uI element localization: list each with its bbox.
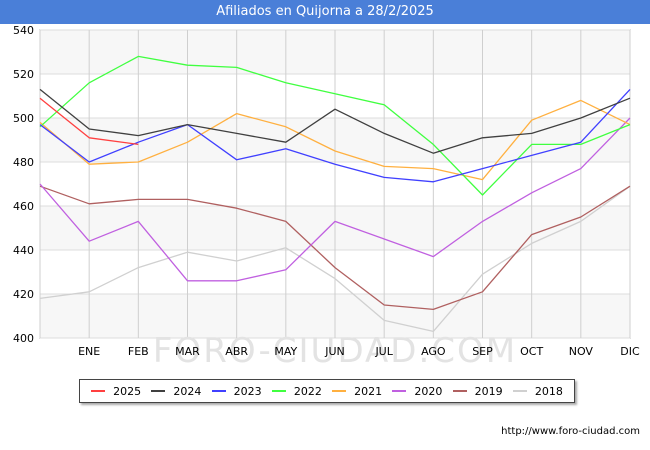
chart-title: Afiliados en Quijorna a 28/2/2025 [0,0,650,24]
legend-item-2023: 2023 [211,384,262,398]
y-tick-label: 500 [13,112,34,125]
series-line-2020 [39,117,631,282]
legend-label: 2019 [474,384,503,398]
watermark: FORO-CIUDAD.COM [153,331,517,371]
x-tick-label: AGO [421,345,446,358]
legend-item-2022: 2022 [271,384,322,398]
series-line-2024 [39,88,631,154]
legend-label: 2024 [173,384,202,398]
legend-item-2019: 2019 [452,384,503,398]
y-tick-label: 440 [13,244,34,257]
legend-label: 2018 [534,384,563,398]
legend-swatch [512,390,527,392]
series-line-2022 [39,55,631,196]
legend-label: 2022 [293,384,322,398]
legend-swatch [211,390,226,392]
legend-item-2024: 2024 [151,385,201,398]
x-tick-label: MAR [175,345,200,358]
series-line-2019 [39,185,631,311]
y-tick-label: 460 [13,200,34,213]
legend-swatch [271,390,286,392]
series-line-2023 [39,88,631,183]
y-tick-label: 480 [13,156,34,169]
x-tick-label: OCT [520,345,543,358]
line-chart: FORO-CIUDAD.COM 400 420 440 460 480 500 520 540… [13,24,640,371]
grid-lines [39,29,631,339]
legend-item-2025: 2025 [91,385,141,398]
x-tick-label: ENE [78,345,100,358]
legend-item-2018: 2018 [512,384,563,398]
legend-label: 2021 [354,384,383,398]
x-axis-ticks: ENE FEB MAR ABR MAY JUN JUL AGO SEP OCT NOV DIC [78,345,640,358]
x-tick-label: MAY [274,345,297,358]
legend-item-2021: 2021 [332,385,382,398]
x-tick-label: JUL [374,345,393,358]
legend-item-2020: 2020 [392,385,442,398]
legend-swatch [91,390,106,392]
x-tick-label: SEP [472,345,493,358]
legend-label: 2023 [233,384,262,398]
series-lines [39,55,631,333]
y-tick-label: 520 [13,68,34,81]
legend-swatch [452,390,467,392]
x-tick-label: NOV [569,345,594,358]
legend-swatch [332,390,347,392]
legend: 2025 2024 2023 2022 2021 2020 2019 2018 [79,379,575,403]
x-tick-label: ABR [225,345,248,358]
legend-swatch [151,390,166,392]
y-tick-label: 540 [13,24,34,37]
legend-label: 2025 [113,384,142,398]
series-line-2025 [39,97,139,146]
legend-label: 2020 [414,384,443,398]
series-line-2018 [39,185,631,333]
x-tick-label: FEB [128,345,149,358]
source-link[interactable]: http://www.foro-ciudad.com [501,426,640,437]
legend-swatch [392,390,407,392]
y-tick-label: 400 [13,332,34,345]
series-line-2021 [39,99,631,181]
x-tick-label: JUN [324,345,345,358]
x-tick-label: DIC [620,345,640,358]
y-tick-label: 420 [13,288,34,301]
y-axis-ticks: 400 420 440 460 480 500 520 540 [13,24,34,345]
